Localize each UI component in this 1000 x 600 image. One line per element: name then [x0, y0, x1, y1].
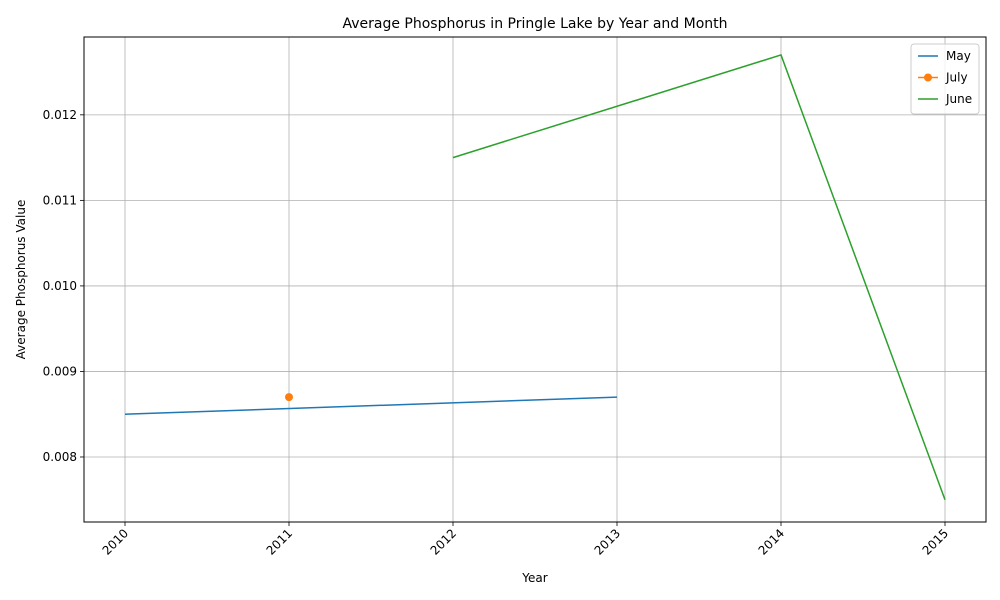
legend-label: June — [945, 92, 972, 106]
grid-lines — [84, 37, 986, 522]
legend-label: July — [945, 71, 968, 85]
series-line-june — [452, 54, 946, 501]
legend: May July June — [910, 43, 980, 115]
x-tick-label: 2011 — [264, 526, 295, 557]
y-tick-label: 0.012 — [43, 108, 77, 122]
legend-marker — [924, 73, 932, 82]
y-axis-label: Average Phosphorus Value — [14, 200, 28, 360]
x-tick-label: 2012 — [428, 526, 459, 557]
x-tick-label: 2013 — [592, 526, 623, 557]
legend-box — [910, 43, 980, 115]
legend-label: May — [946, 49, 971, 63]
data-point-july — [285, 393, 293, 402]
y-tick-label: 0.009 — [43, 364, 77, 378]
x-tick-label: 2010 — [100, 526, 131, 557]
series-line-may — [124, 396, 618, 415]
x-axis-ticks: 2010 2011 2012 2013 2014 2015 — [100, 522, 951, 558]
y-tick-label: 0.011 — [43, 193, 77, 207]
series-layer — [124, 54, 946, 501]
x-axis-label: Year — [521, 571, 547, 585]
y-tick-label: 0.010 — [43, 279, 77, 293]
x-tick-label: 2015 — [920, 526, 951, 557]
y-axis-ticks: 0.008 0.009 0.010 0.011 0.012 — [43, 108, 84, 464]
x-tick-label: 2014 — [756, 526, 787, 557]
plot-frame — [83, 36, 987, 523]
chart-title: Average Phosphorus in Pringle Lake by Ye… — [342, 16, 727, 32]
y-tick-label: 0.008 — [43, 450, 77, 464]
